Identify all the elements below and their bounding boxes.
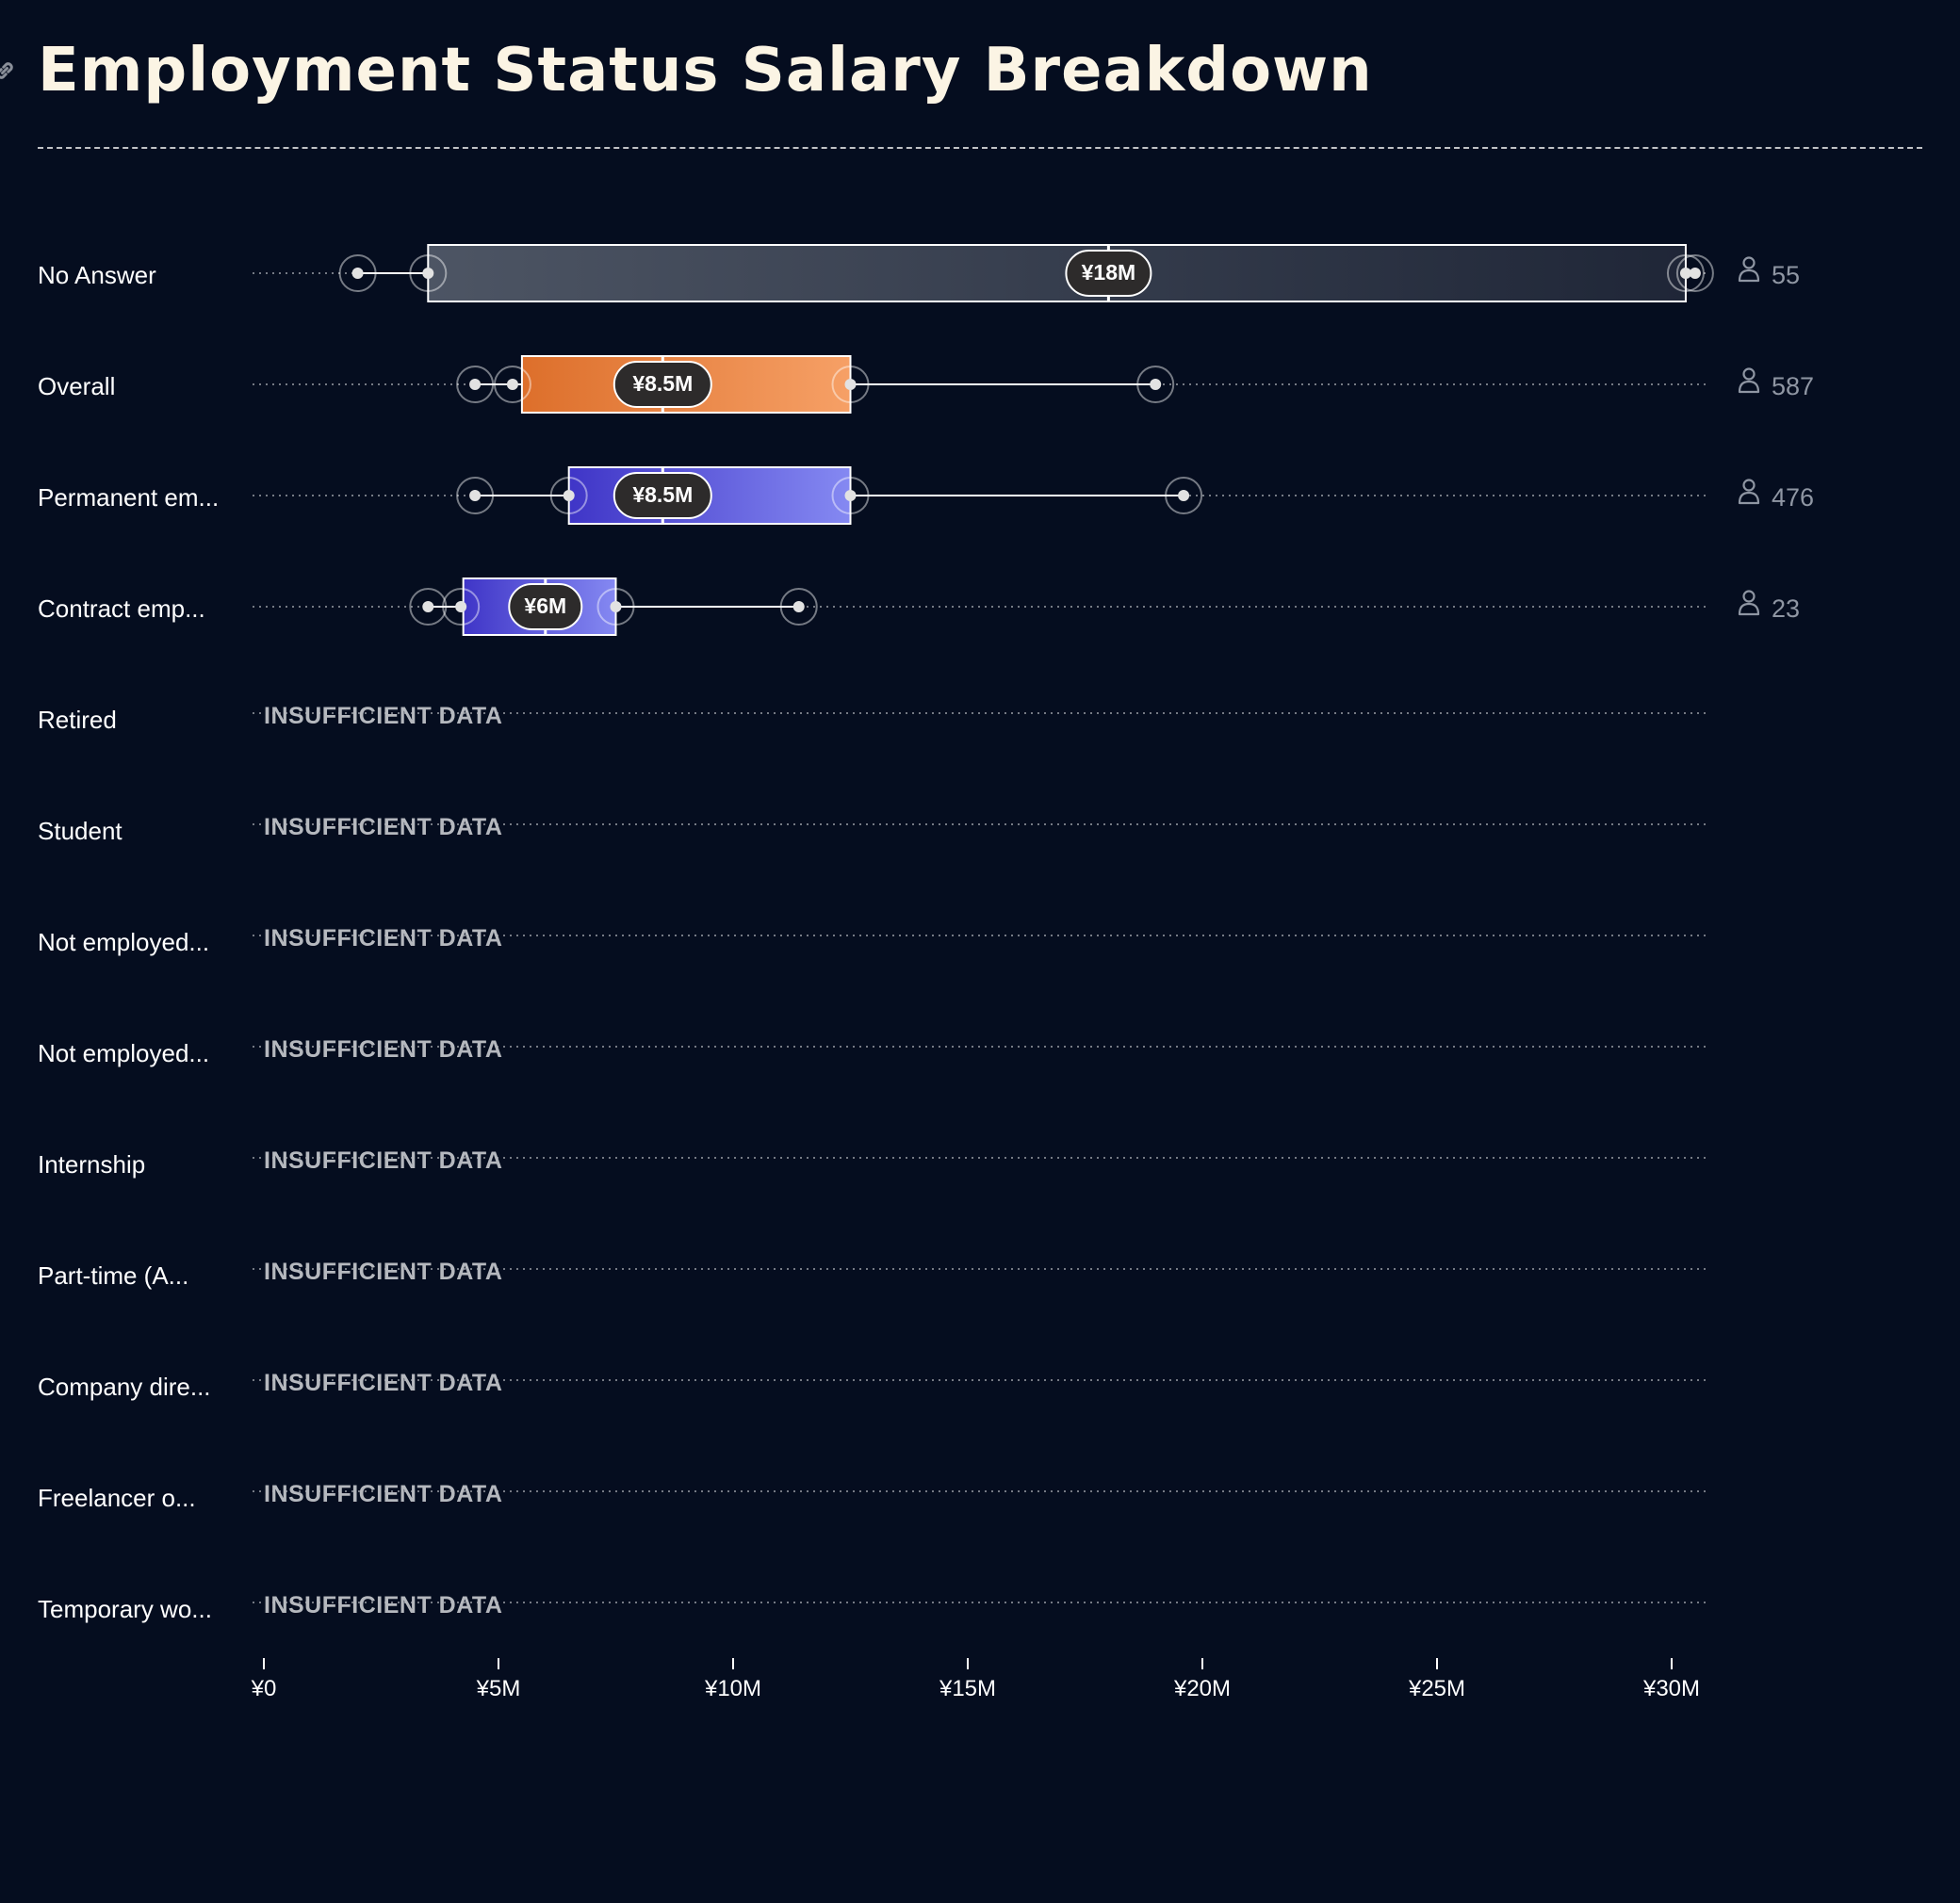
row-label: Retired — [38, 706, 117, 734]
x-tick-label: ¥0 — [251, 1676, 277, 1701]
row-label: Not employed... — [38, 928, 209, 956]
p10-dot — [422, 268, 434, 279]
p10-ring — [493, 366, 531, 403]
insufficient-data-label: INSUFFICIENT DATA — [264, 1259, 502, 1285]
whisker-low-ring — [338, 254, 377, 292]
median-badge — [612, 361, 712, 408]
x-tick-label: ¥20M — [1173, 1676, 1231, 1701]
whisker-high-dot — [1178, 490, 1190, 501]
whisker-low-dot — [469, 379, 482, 390]
x-tick-label: ¥10M — [704, 1676, 761, 1701]
whisker-high-ring — [1136, 366, 1175, 403]
p10-dot — [455, 601, 467, 612]
person-icon — [1738, 367, 1760, 394]
whisker-high-ring — [779, 588, 818, 626]
whisker-low-ring — [456, 366, 495, 403]
row-label: Overall — [38, 372, 115, 400]
chart-title: Employment Status Salary Breakdown — [38, 36, 1373, 106]
insufficient-data-label: INSUFFICIENT DATA — [264, 1592, 502, 1618]
q3-dot — [610, 601, 622, 612]
insufficient-data-label: INSUFFICIENT DATA — [264, 703, 502, 729]
p10-dot — [506, 379, 518, 390]
q3-ring — [1666, 254, 1705, 292]
p10-dot — [563, 490, 575, 501]
person-icon — [1738, 590, 1760, 616]
median-value-label: ¥8.5M — [632, 371, 693, 396]
q3-ring — [831, 366, 870, 403]
title-divider — [38, 147, 1922, 149]
x-tick-label: ¥30M — [1642, 1676, 1700, 1701]
person-icon — [1738, 479, 1760, 505]
whisker-high-dot — [1689, 268, 1701, 279]
insufficient-data-label: INSUFFICIENT DATA — [264, 1481, 502, 1507]
row-label: Company dire... — [38, 1373, 211, 1401]
q3-dot — [844, 490, 857, 501]
insufficient-data-label: INSUFFICIENT DATA — [264, 814, 502, 840]
median-value-label: ¥18M — [1082, 260, 1136, 285]
p10-ring — [549, 477, 588, 514]
row-label: Permanent em... — [38, 483, 219, 512]
whisker-low-dot — [469, 490, 482, 501]
person-icon — [1738, 256, 1760, 283]
whisker-low-dot — [351, 268, 364, 279]
median-value-label: ¥8.5M — [632, 482, 693, 507]
whisker-low-ring — [409, 588, 448, 626]
median-badge — [612, 472, 712, 519]
insufficient-data-label: INSUFFICIENT DATA — [264, 1036, 502, 1063]
row-label: Contract emp... — [38, 594, 205, 623]
median-badge — [508, 583, 583, 630]
whisker-high-ring — [1165, 477, 1203, 514]
x-tick-label: ¥5M — [476, 1676, 521, 1701]
whisker-low-dot — [422, 601, 434, 612]
link-icon[interactable] — [0, 57, 19, 85]
q3-ring — [831, 477, 870, 514]
whisker-high-dot — [792, 601, 805, 612]
respondent-count: 587 — [1772, 372, 1814, 400]
q3-dot — [1679, 268, 1691, 279]
insufficient-data-label: INSUFFICIENT DATA — [264, 1370, 502, 1396]
insufficient-data-label: INSUFFICIENT DATA — [264, 1147, 502, 1174]
row-label: Not employed... — [38, 1039, 209, 1067]
whisker-low-ring — [456, 477, 495, 514]
whisker-high-ring — [1675, 254, 1714, 292]
x-tick-label: ¥15M — [939, 1676, 996, 1701]
row-label: No Answer — [38, 261, 156, 289]
row-label: Freelancer o... — [38, 1484, 196, 1512]
insufficient-data-label: INSUFFICIENT DATA — [264, 925, 502, 952]
row-label: Student — [38, 817, 122, 845]
q3-ring — [596, 588, 635, 626]
respondent-count: 55 — [1772, 261, 1800, 289]
iqr-box — [427, 244, 1687, 302]
respondent-count: 476 — [1772, 483, 1814, 512]
q3-dot — [844, 379, 857, 390]
row-label: Internship — [38, 1150, 145, 1179]
row-label: Part-time (A... — [38, 1261, 188, 1290]
p10-ring — [409, 254, 448, 292]
p10-ring — [442, 588, 481, 626]
median-value-label: ¥6M — [524, 594, 566, 618]
median-badge — [1065, 250, 1152, 297]
respondent-count: 23 — [1772, 594, 1800, 623]
x-tick-label: ¥25M — [1408, 1676, 1465, 1701]
whisker-high-dot — [1150, 379, 1162, 390]
row-label: Temporary wo... — [38, 1595, 212, 1623]
